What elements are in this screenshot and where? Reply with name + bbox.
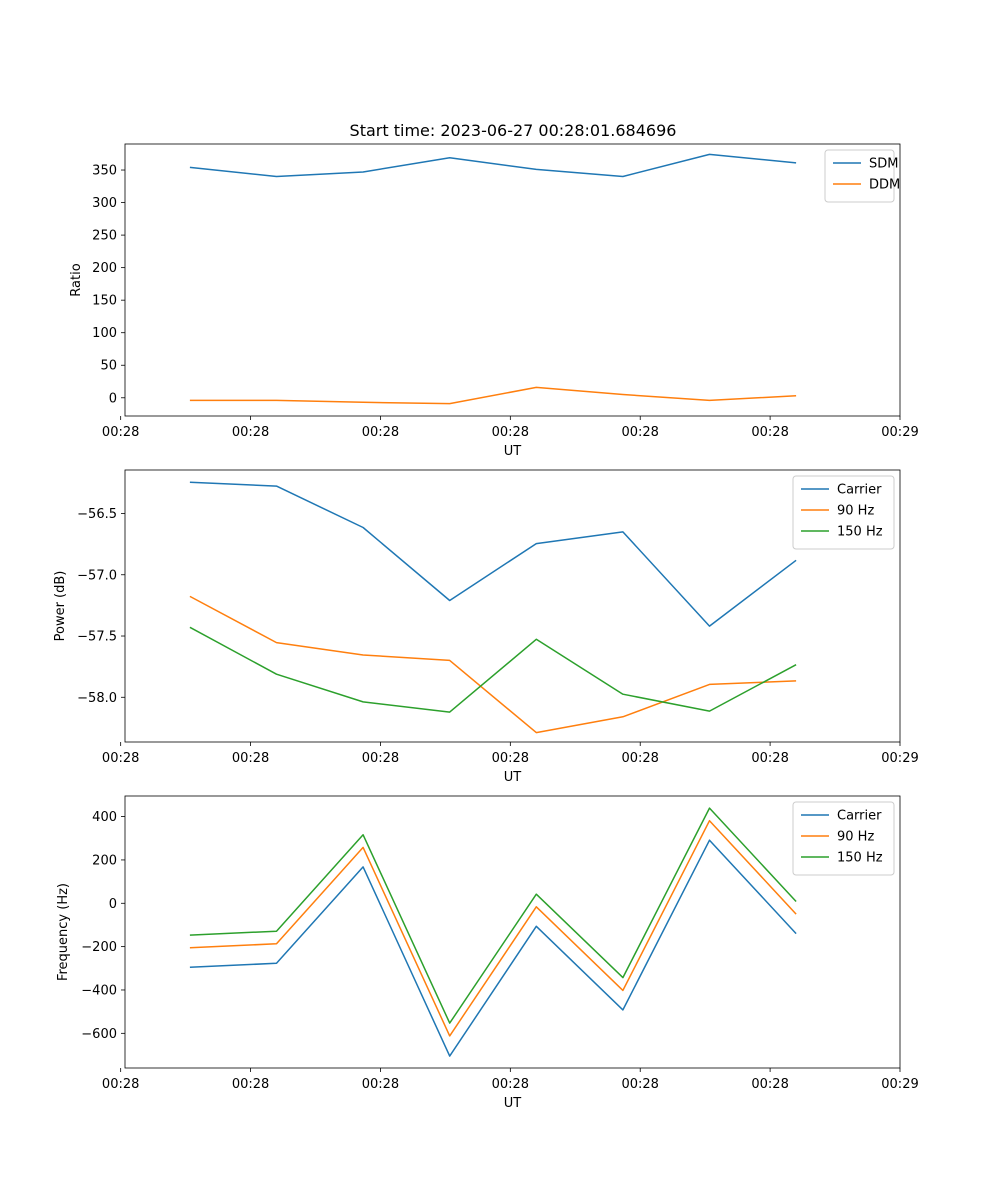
x-tick-label: 00:28 <box>492 751 529 766</box>
y-axis-label: Power (dB) <box>53 571 68 642</box>
y-tick-label: −600 <box>81 1027 117 1042</box>
y-axis: 0 50 100 150 200 250 300 350 Ratio <box>69 164 125 406</box>
x-tick-label: 00:29 <box>881 751 918 766</box>
series-lines <box>189 153 797 405</box>
series-lines <box>189 481 797 734</box>
y-axis: 400 200 0 −200 −400 −600 Frequency (Hz) <box>56 810 125 1042</box>
x-tick-label: 00:28 <box>492 425 529 440</box>
x-tick-label: 00:28 <box>751 425 788 440</box>
x-tick-label: 00:28 <box>102 425 139 440</box>
x-tick-label: 00:28 <box>232 1077 269 1092</box>
series-line-150-hz <box>189 807 797 1024</box>
figure-title: Start time: 2023-06-27 00:28:01.684696 <box>350 121 677 140</box>
x-axis-label: UT <box>504 1096 522 1111</box>
x-tick-label: 00:28 <box>492 1077 529 1092</box>
legend-label: DDM <box>869 178 900 193</box>
y-tick-label: 50 <box>100 359 117 374</box>
x-tick-label: 00:28 <box>621 1077 658 1092</box>
y-tick-label: −57.5 <box>77 630 117 645</box>
x-tick-label: 00:28 <box>621 751 658 766</box>
x-tick-label: 00:28 <box>362 751 399 766</box>
y-tick-label: 400 <box>92 810 117 825</box>
legend-label: 150 Hz <box>837 525 883 540</box>
y-tick-label: 200 <box>92 261 117 276</box>
x-tick-label: 00:28 <box>102 751 139 766</box>
x-axis: 00:28 00:28 00:28 00:28 00:28 00:28 00:29 UT <box>102 742 919 785</box>
panel-2: 00:28 00:28 00:28 00:28 00:28 00:28 00:29 UT −56… <box>53 469 919 785</box>
series-line-ddm <box>189 386 797 405</box>
x-tick-label: 00:28 <box>232 425 269 440</box>
chart-panels: 00:28 00:28 00:28 00:28 00:28 00:28 00:29 UT 0 50… <box>53 143 919 1111</box>
y-tick-label: 350 <box>92 164 117 179</box>
y-tick-label: 300 <box>92 196 117 211</box>
x-axis: 00:28 00:28 00:28 00:28 00:28 00:28 00:29 UT <box>102 416 919 459</box>
x-tick-label: 00:28 <box>621 425 658 440</box>
legend: Carrier 90 Hz 150 Hz <box>792 475 895 550</box>
y-tick-label: −400 <box>81 983 117 998</box>
x-tick-label: 00:28 <box>232 751 269 766</box>
legend-label: 90 Hz <box>837 830 874 845</box>
y-tick-label: 250 <box>92 229 117 244</box>
y-tick-label: 150 <box>92 294 117 309</box>
x-axis-label: UT <box>504 444 522 459</box>
y-tick-label: 0 <box>109 391 117 406</box>
x-tick-label: 00:29 <box>881 1077 918 1092</box>
x-axis: 00:28 00:28 00:28 00:28 00:28 00:28 00:29 UT <box>102 1068 919 1111</box>
y-tick-label: 100 <box>92 326 117 341</box>
axes-frame <box>124 143 901 417</box>
x-tick-label: 00:29 <box>881 425 918 440</box>
panel-3: 00:28 00:28 00:28 00:28 00:28 00:28 00:29 UT 400… <box>56 795 919 1111</box>
series-line-150-hz <box>189 626 797 713</box>
y-tick-label: −200 <box>81 940 117 955</box>
x-tick-label: 00:28 <box>751 751 788 766</box>
series-line-90-hz <box>189 595 797 734</box>
y-axis: −56.5 −57.0 −57.5 −58.0 Power (dB) <box>53 507 125 706</box>
legend-label: 150 Hz <box>837 851 883 866</box>
legend-label: Carrier <box>837 809 882 824</box>
series-line-carrier <box>189 481 797 627</box>
series-line-90-hz <box>189 819 797 1037</box>
series-line-carrier <box>189 839 797 1057</box>
y-tick-label: −58.0 <box>77 691 117 706</box>
axes-frame <box>124 469 901 743</box>
y-tick-label: 0 <box>109 897 117 912</box>
x-tick-label: 00:28 <box>362 1077 399 1092</box>
series-lines <box>189 807 797 1057</box>
legend: SDM DDM <box>824 149 900 203</box>
y-axis-label: Frequency (Hz) <box>56 883 71 981</box>
legend: Carrier 90 Hz 150 Hz <box>792 801 895 876</box>
x-axis-label: UT <box>504 770 522 785</box>
axes-frame <box>124 795 901 1069</box>
y-tick-label: −57.0 <box>77 568 117 583</box>
y-axis-label: Ratio <box>69 263 84 296</box>
x-tick-label: 00:28 <box>102 1077 139 1092</box>
y-tick-label: 200 <box>92 853 117 868</box>
panel-1: 00:28 00:28 00:28 00:28 00:28 00:28 00:29 UT 0 50… <box>69 143 919 459</box>
y-tick-label: −56.5 <box>77 507 117 522</box>
series-line-sdm <box>189 153 797 178</box>
legend-label: Carrier <box>837 483 882 498</box>
x-tick-label: 00:28 <box>751 1077 788 1092</box>
x-tick-label: 00:28 <box>362 425 399 440</box>
legend-label: SDM <box>869 157 898 172</box>
legend-label: 90 Hz <box>837 504 874 519</box>
